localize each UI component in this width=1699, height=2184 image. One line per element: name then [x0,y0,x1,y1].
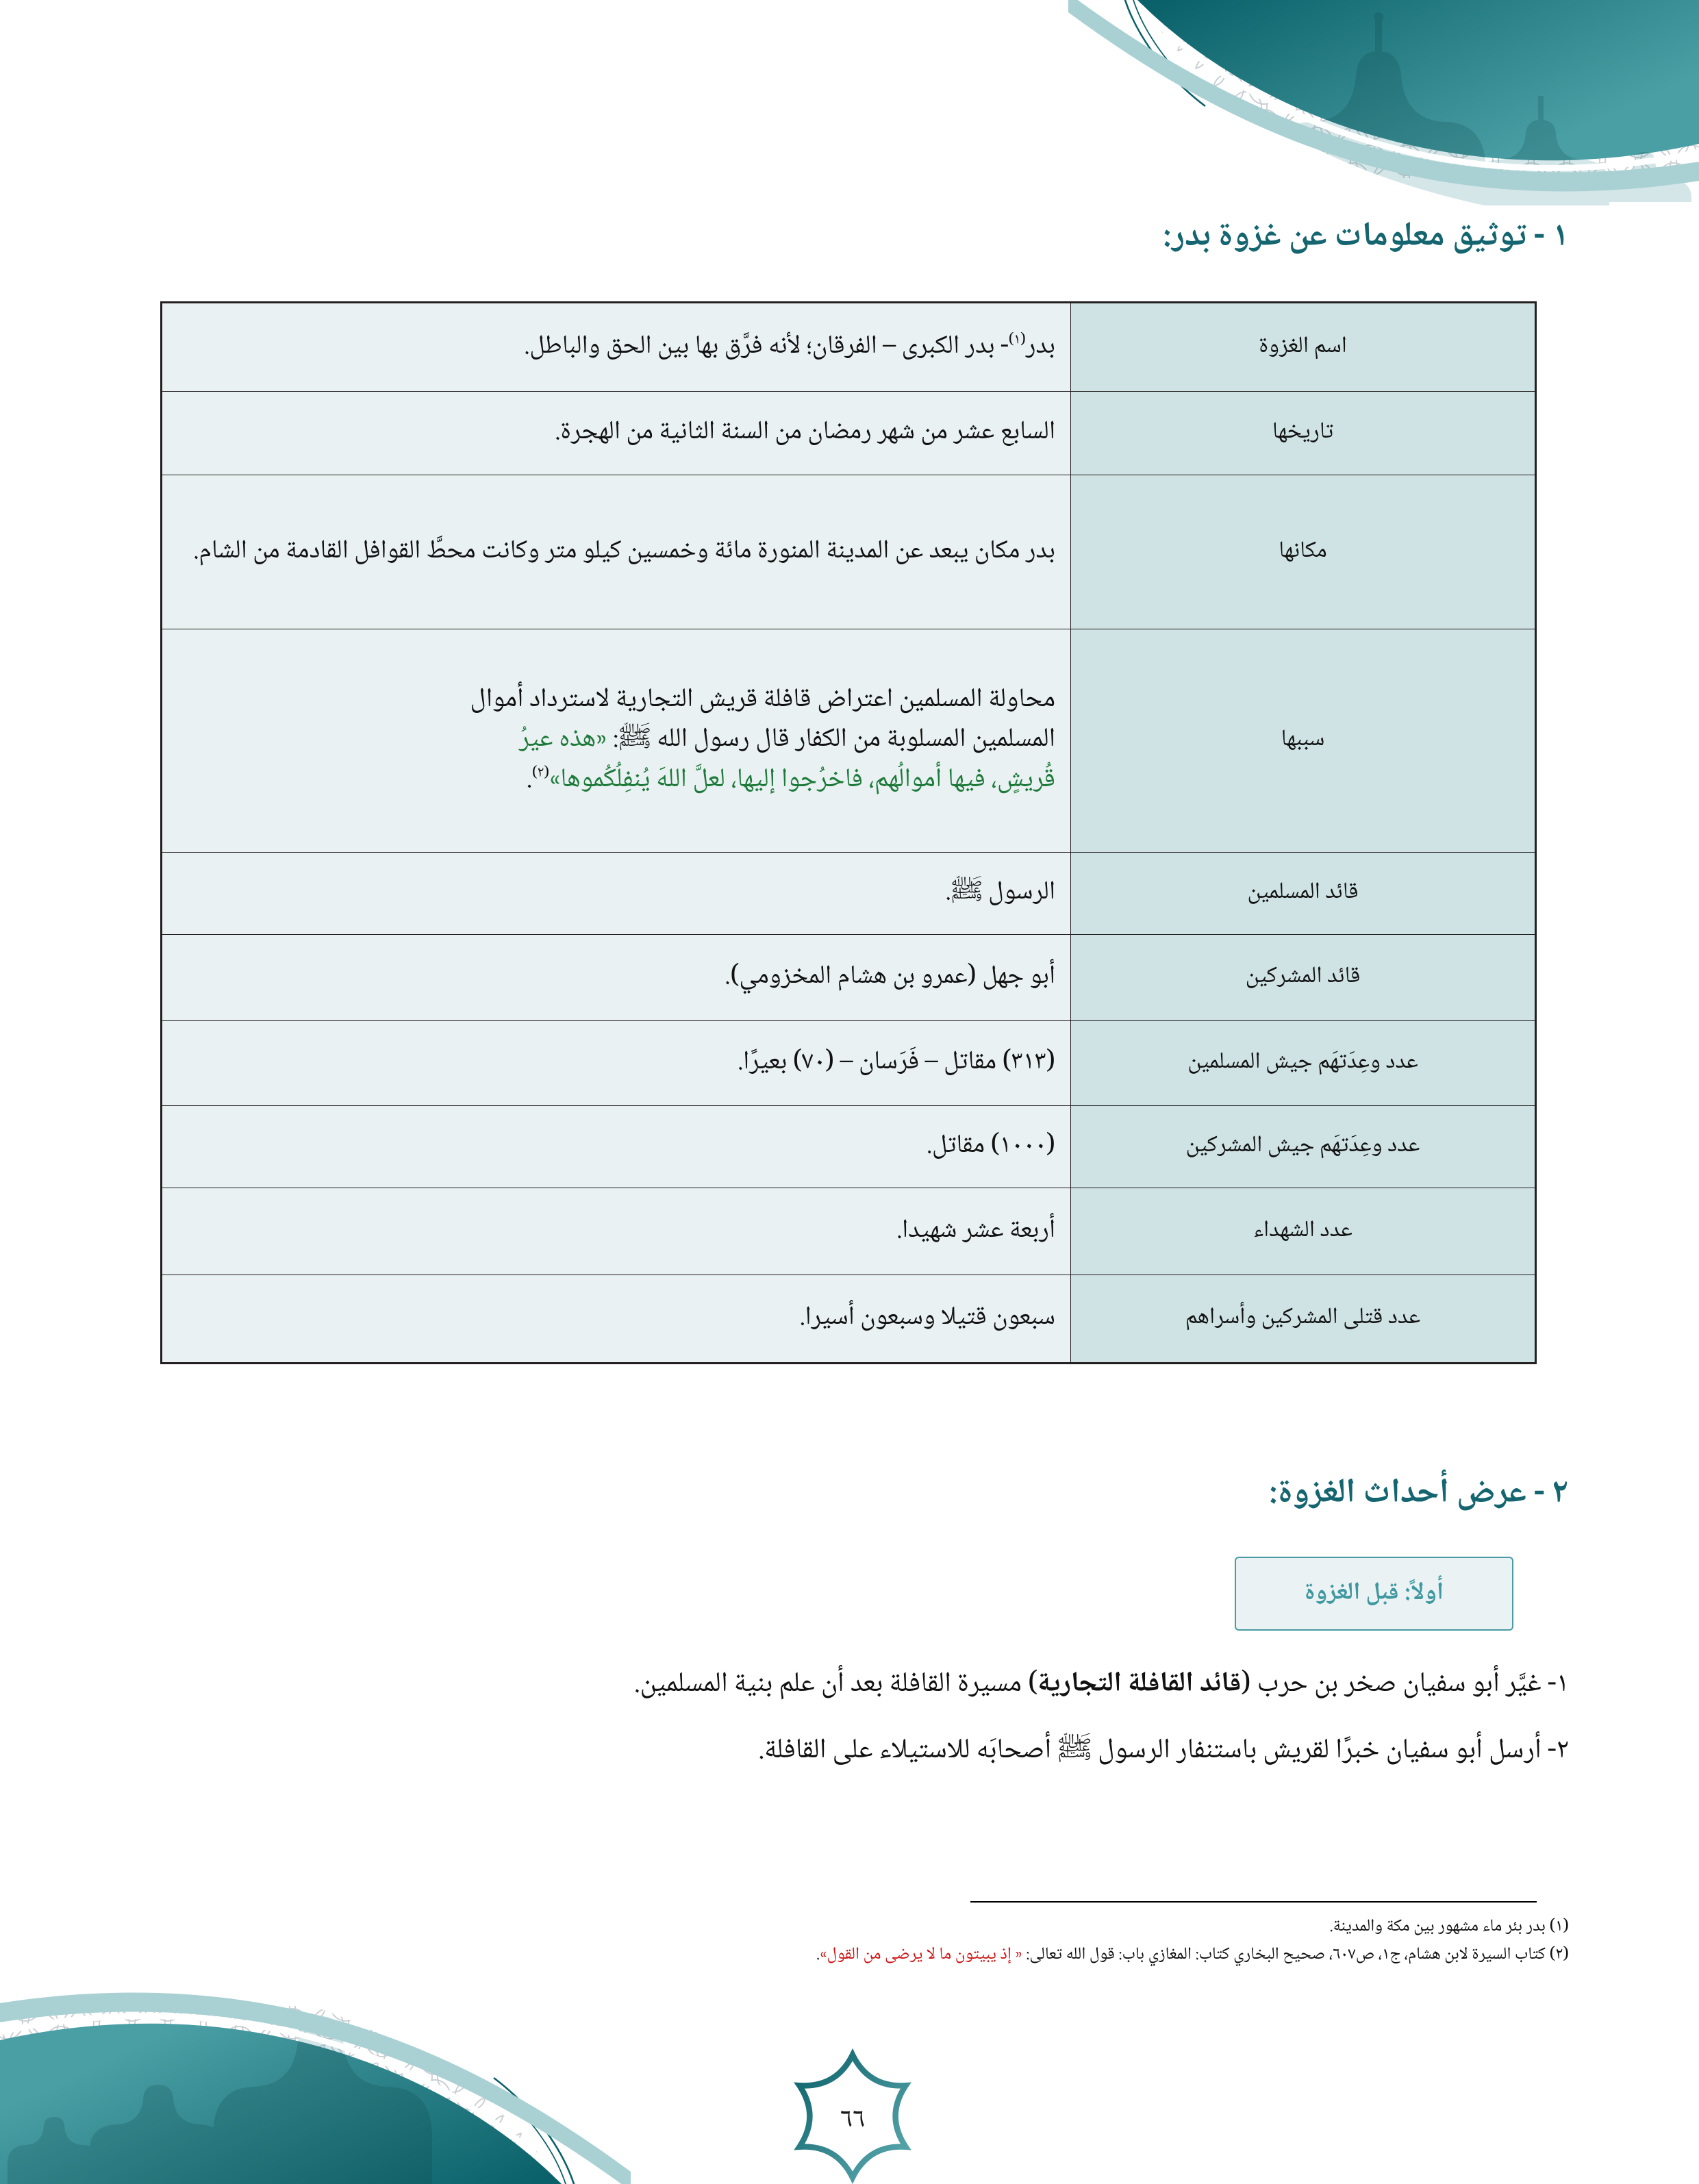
svg-text:٦٦: ٦٦ [840,2097,865,2144]
